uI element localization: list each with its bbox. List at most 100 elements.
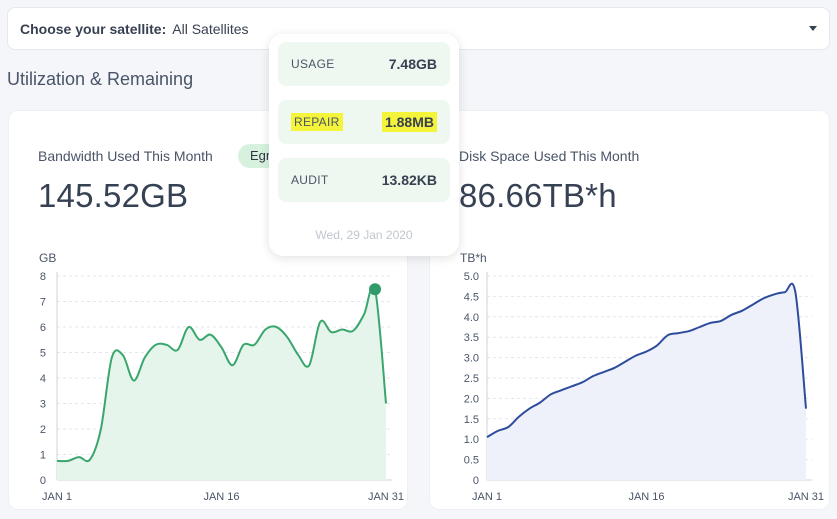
y-tick-label: 0 xyxy=(40,475,46,487)
data-point xyxy=(762,297,764,299)
data-point xyxy=(341,329,343,331)
y-tick-label: 3.5 xyxy=(464,332,479,344)
data-point xyxy=(253,344,255,346)
y-axis-label: TB*h xyxy=(460,251,487,265)
data-point xyxy=(794,291,796,293)
data-point xyxy=(188,326,190,328)
series-line xyxy=(486,282,807,439)
bandwidth-chart: GB 8 7 6 5 4 3 2 1 0 JAN 1 JAN 16 JAN 31 xyxy=(39,251,404,503)
tooltip-row-repair: REPAIR 1.88MB xyxy=(278,100,450,144)
y-tick-label: 3 xyxy=(40,399,46,411)
highlight-point xyxy=(369,283,382,296)
disk-space-chart: TB*h 5.0 4.5 4.0 3.5 3.0 2.5 2.0 1.5 1.0 0.5 0 JAN 1… xyxy=(460,251,824,503)
data-point xyxy=(709,322,711,324)
x-tick-label: JAN 1 xyxy=(42,491,72,503)
y-tick-label: 0 xyxy=(473,475,479,487)
data-point xyxy=(529,408,531,410)
y-tick-label: 1 xyxy=(40,450,46,462)
data-point xyxy=(614,367,616,369)
data-point xyxy=(144,357,146,359)
data-point xyxy=(592,375,594,377)
data-point xyxy=(100,428,102,430)
x-tick-label: JAN 1 xyxy=(472,491,502,503)
data-point xyxy=(111,357,113,359)
section-title: Utilization & Remaining xyxy=(7,69,194,89)
data-point xyxy=(486,436,488,438)
data-point xyxy=(286,336,288,338)
data-point xyxy=(264,329,266,331)
data-point xyxy=(635,355,637,357)
x-tick-label: JAN 31 xyxy=(788,491,824,503)
data-point xyxy=(699,326,701,328)
y-tick-label: 8 xyxy=(40,271,46,283)
data-point xyxy=(385,403,387,405)
y-tick-label: 1.0 xyxy=(464,434,479,446)
data-point xyxy=(133,380,135,382)
data-point xyxy=(275,326,277,328)
y-tick-label: 2.5 xyxy=(464,373,479,385)
data-point xyxy=(571,385,573,387)
series-line xyxy=(56,284,387,463)
x-tick-label: JAN 31 xyxy=(368,491,404,503)
data-point xyxy=(805,408,807,410)
data-point xyxy=(330,331,332,333)
y-tick-label: 2.0 xyxy=(464,393,479,405)
chart-tooltip: USAGE 7.48GB REPAIR 1.88MB AUDIT 13.82KB… xyxy=(269,34,459,256)
data-point xyxy=(231,364,233,366)
tooltip-usage-key: USAGE xyxy=(291,57,335,71)
tooltip-row-audit: AUDIT 13.82KB xyxy=(278,158,450,202)
data-point xyxy=(166,344,168,346)
y-tick-label: 4.5 xyxy=(464,291,479,303)
tooltip-audit-value: 13.82KB xyxy=(381,172,437,188)
y-axis-label: GB xyxy=(39,251,56,265)
tooltip-usage-value: 7.48GB xyxy=(388,56,437,72)
area-fill xyxy=(57,285,386,480)
data-point xyxy=(297,354,299,356)
data-point xyxy=(603,371,605,373)
data-point xyxy=(646,350,648,352)
tooltip-repair-value: 1.88MB xyxy=(381,112,437,132)
x-tick-label: JAN 16 xyxy=(203,491,239,503)
data-point xyxy=(89,459,91,461)
x-tick-label: JAN 16 xyxy=(628,491,664,503)
y-tick-label: 2 xyxy=(40,424,46,436)
data-point xyxy=(319,321,321,323)
data-point xyxy=(210,334,212,336)
data-point xyxy=(688,330,690,332)
tooltip-row-usage: USAGE 7.48GB xyxy=(278,42,450,86)
data-point xyxy=(731,314,733,316)
data-point xyxy=(582,381,584,383)
data-point xyxy=(155,344,157,346)
data-point xyxy=(677,332,679,334)
disk-space-title: Disk Space Used This Month xyxy=(459,148,640,164)
data-point xyxy=(624,361,626,363)
tooltip-repair-key: REPAIR xyxy=(291,113,343,131)
bandwidth-value: 145.52GB xyxy=(38,177,189,214)
data-point xyxy=(741,310,743,312)
data-point xyxy=(507,426,509,428)
data-point xyxy=(177,349,179,351)
data-point xyxy=(720,320,722,322)
disk-space-value: 86.66TB*h xyxy=(459,177,617,214)
data-point xyxy=(78,456,80,458)
data-point xyxy=(550,393,552,395)
data-point xyxy=(67,460,69,462)
y-tick-label: 0.5 xyxy=(464,455,479,467)
data-point xyxy=(56,460,58,462)
data-point xyxy=(667,334,669,336)
bandwidth-title: Bandwidth Used This Month xyxy=(38,148,213,164)
area-fill xyxy=(487,283,806,480)
data-point xyxy=(656,344,658,346)
data-point xyxy=(363,313,365,315)
data-point xyxy=(784,291,786,293)
satellite-selector-value: All Satellites xyxy=(172,20,249,37)
satellite-selector-label: Choose your satellite: xyxy=(20,20,167,37)
chevron-down-icon[interactable] xyxy=(809,26,817,31)
data-point xyxy=(122,354,124,356)
disk-space-card: Disk Space Used This Month 86.66TB*h TB*… xyxy=(429,110,830,510)
y-tick-label: 7 xyxy=(40,297,46,309)
y-tick-label: 1.5 xyxy=(464,414,479,426)
data-point xyxy=(221,346,223,348)
data-point xyxy=(752,304,754,306)
y-tick-label: 4.0 xyxy=(464,312,479,324)
